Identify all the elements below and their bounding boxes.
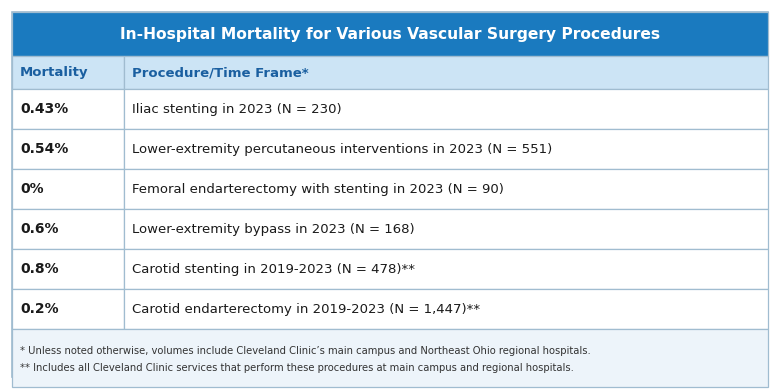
- Bar: [124, 209, 768, 249]
- Bar: [12, 89, 124, 129]
- Text: Carotid stenting in 2019-2023 (N = 478)**: Carotid stenting in 2019-2023 (N = 478)*…: [132, 263, 415, 275]
- Text: Carotid endarterectomy in 2019-2023 (N = 1,447)**: Carotid endarterectomy in 2019-2023 (N =…: [132, 303, 480, 315]
- Bar: [124, 129, 768, 169]
- Text: * Unless noted otherwise, volumes include Cleveland Clinic’s main campus and Nor: * Unless noted otherwise, volumes includ…: [20, 346, 590, 356]
- Bar: [12, 12, 768, 56]
- Text: 0.43%: 0.43%: [20, 102, 69, 116]
- Bar: [124, 169, 768, 209]
- Text: 0.8%: 0.8%: [20, 262, 58, 276]
- Bar: [12, 209, 124, 249]
- Bar: [124, 89, 768, 129]
- Text: 0%: 0%: [20, 182, 44, 196]
- Bar: [124, 56, 768, 89]
- Bar: [12, 289, 124, 329]
- Text: 0.54%: 0.54%: [20, 142, 69, 156]
- Bar: [124, 289, 768, 329]
- Text: Femoral endarterectomy with stenting in 2023 (N = 90): Femoral endarterectomy with stenting in …: [132, 182, 504, 196]
- Text: Lower-extremity bypass in 2023 (N = 168): Lower-extremity bypass in 2023 (N = 168): [132, 223, 414, 235]
- Bar: [12, 169, 124, 209]
- Text: ** Includes all Cleveland Clinic services that perform these procedures at main : ** Includes all Cleveland Clinic service…: [20, 363, 574, 373]
- Text: Iliac stenting in 2023 (N = 230): Iliac stenting in 2023 (N = 230): [132, 102, 342, 116]
- Text: In-Hospital Mortality for Various Vascular Surgery Procedures: In-Hospital Mortality for Various Vascul…: [120, 26, 660, 42]
- Text: Lower-extremity percutaneous interventions in 2023 (N = 551): Lower-extremity percutaneous interventio…: [132, 142, 552, 156]
- Bar: [124, 249, 768, 289]
- Text: Procedure/Time Frame*: Procedure/Time Frame*: [132, 66, 309, 79]
- Text: Mortality: Mortality: [20, 66, 88, 79]
- Bar: [12, 56, 124, 89]
- Bar: [12, 129, 124, 169]
- Bar: [12, 329, 768, 387]
- Text: 0.2%: 0.2%: [20, 302, 58, 316]
- Text: 0.6%: 0.6%: [20, 222, 58, 236]
- Bar: [12, 249, 124, 289]
